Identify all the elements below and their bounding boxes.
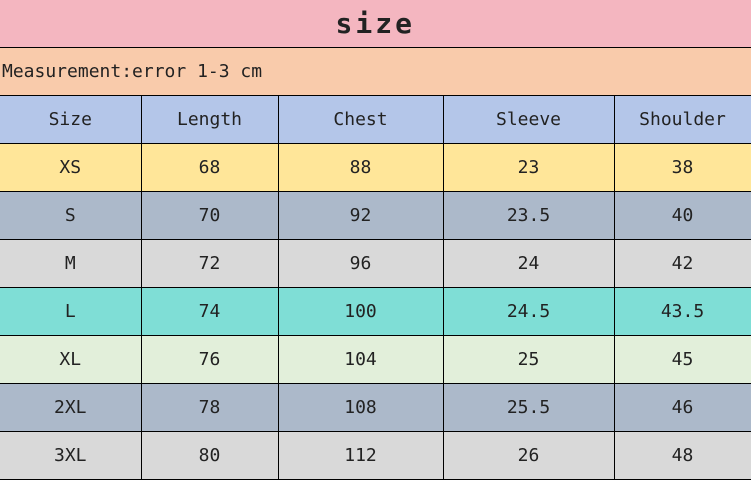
table-cell: 78 [140,383,279,432]
table-cell: 25.5 [442,383,615,432]
table-row: M 72 96 24 42 [0,239,751,288]
table-cell: 45 [613,335,751,384]
table-cell: L [0,287,142,336]
table-cell: 112 [277,431,444,480]
table-row: S 70 92 23.5 40 [0,191,751,240]
table-cell: 40 [613,191,751,240]
table-cell: 2XL [0,383,142,432]
table-cell: 42 [613,239,751,288]
table-cell: XS [0,143,142,192]
table-cell: 80 [140,431,279,480]
table-cell: M [0,239,142,288]
column-header: Sleeve [442,95,615,144]
table-cell: 74 [140,287,279,336]
table-cell: 48 [613,431,751,480]
table-cell: 92 [277,191,444,240]
table-row: 3XL 80 112 26 48 [0,431,751,480]
table-cell: 24 [442,239,615,288]
table-cell: 72 [140,239,279,288]
table-cell: 26 [442,431,615,480]
table-cell: 25 [442,335,615,384]
table-cell: 108 [277,383,444,432]
chart-title: size [0,0,751,48]
table-cell: 100 [277,287,444,336]
header-row: Size Length Chest Sleeve Shoulder [0,95,751,144]
table-cell: XL [0,335,142,384]
table-cell: 23 [442,143,615,192]
table-cell: 96 [277,239,444,288]
measurement-note: Measurement:error 1-3 cm [0,47,751,96]
column-header: Shoulder [613,95,751,144]
table-row: 2XL 78 108 25.5 46 [0,383,751,432]
table-cell: 3XL [0,431,142,480]
table-cell: S [0,191,142,240]
table-cell: 43.5 [613,287,751,336]
table-cell: 38 [613,143,751,192]
table-cell: 104 [277,335,444,384]
table-row: L 74 100 24.5 43.5 [0,287,751,336]
table-cell: 76 [140,335,279,384]
table-cell: 88 [277,143,444,192]
column-header: Size [0,95,142,144]
column-header: Length [140,95,279,144]
table-cell: 46 [613,383,751,432]
table-cell: 24.5 [442,287,615,336]
table-row: XS 68 88 23 38 [0,143,751,192]
table-row: XL 76 104 25 45 [0,335,751,384]
table-cell: 70 [140,191,279,240]
table-cell: 23.5 [442,191,615,240]
column-header: Chest [277,95,444,144]
table-cell: 68 [140,143,279,192]
